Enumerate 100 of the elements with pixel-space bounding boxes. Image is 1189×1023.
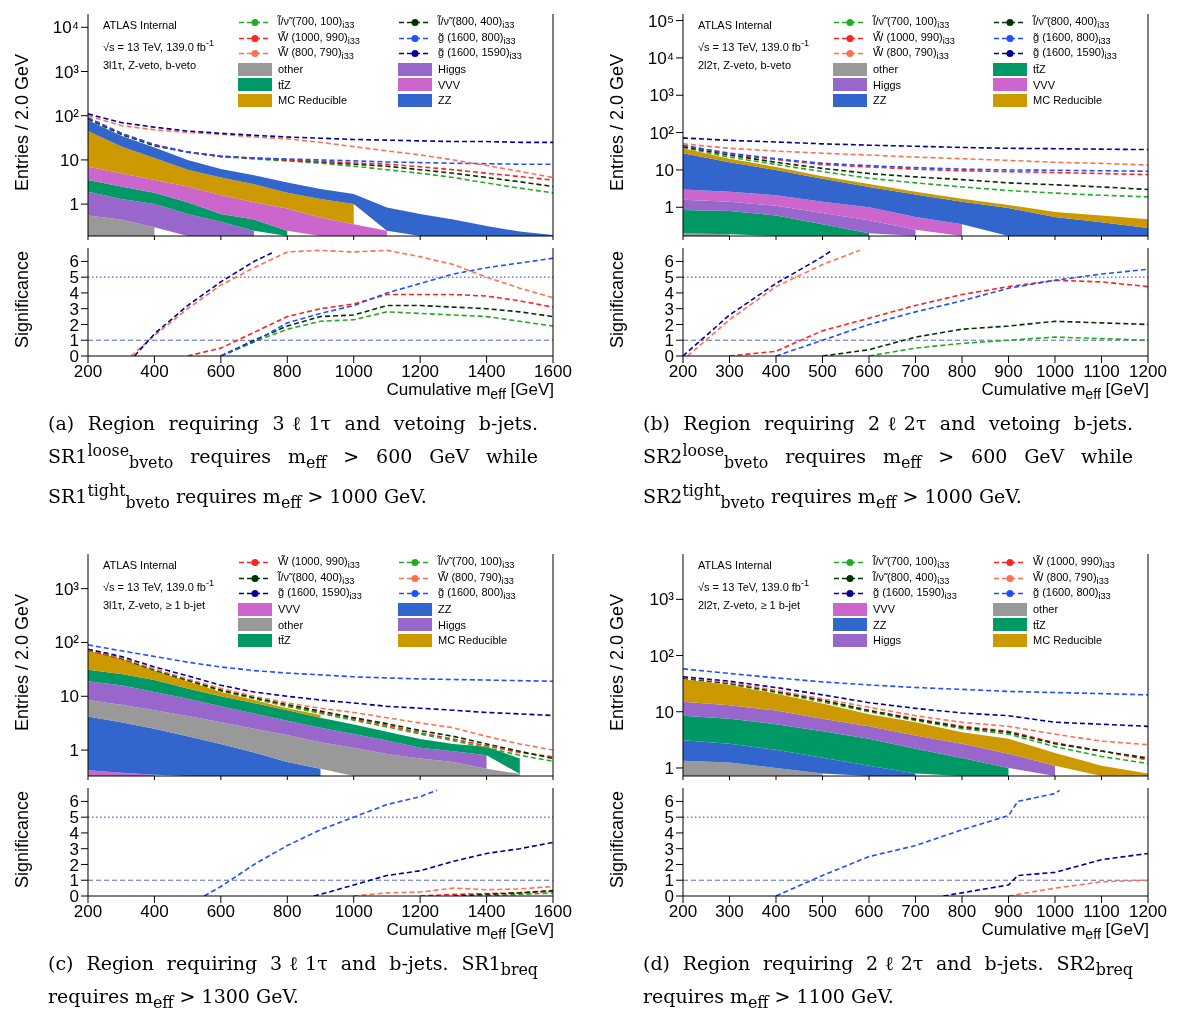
- x-tick-label: 200: [73, 902, 103, 922]
- text: (d) Region requiring 2ℓ2τ and b-jets. SR2$_{breq}$ requires m$_{eff}$ > 1100 GeV.: [643, 952, 1133, 1012]
- legend-label: MC Reducible: [438, 634, 508, 647]
- annotation: √s = 13 TeV, 139.0 fb$^{-1}$: [103, 37, 215, 55]
- x-tick-label: 200: [73, 362, 103, 382]
- legend-label: l̃/ν̃ (800, 400)$_{i33}$: [438, 15, 515, 31]
- x-tick-label: 500: [808, 902, 837, 922]
- x-tick-label: 600: [854, 362, 884, 382]
- y-tick-label: 10: [60, 150, 79, 170]
- annotation: ATLAS Internal: [698, 18, 773, 33]
- x-tick-label: 1600: [534, 362, 572, 382]
- x-tick-label: 400: [761, 362, 791, 382]
- x-tick-label: 500: [808, 362, 837, 382]
- x-axis-title: Cumulative m$_{eff}$ [GeV]: [385, 920, 554, 943]
- x-tick-label: 1400: [467, 902, 506, 922]
- legend-label: W̃ (800, 790)$_{i33}$: [278, 46, 354, 62]
- x-tick-label: 900: [994, 362, 1023, 382]
- legend-label: MC Reducible: [278, 94, 348, 107]
- legend-label: MC Reducible: [1033, 94, 1103, 107]
- y-tick-label: 10: [655, 160, 674, 180]
- line-series: [683, 675, 1148, 728]
- legend-label: MC Reducible: [1033, 634, 1103, 647]
- y-tick-label: 1: [664, 759, 674, 779]
- y-tick-label: 10: [655, 702, 674, 722]
- line-series: [220, 257, 553, 356]
- legend-label: other: [873, 63, 899, 76]
- annotation: 2l2τ, Z-veto, ≥ 1 b-jet: [698, 597, 802, 613]
- x-tick-label: 600: [854, 902, 884, 922]
- y-axis-title: Entries / 2.0 GeV: [12, 53, 34, 191]
- legend-label: W̃ (1000, 990)$_{i33}$: [278, 555, 360, 571]
- x-tick-label: 800: [947, 362, 977, 382]
- legend-label: ZZ: [438, 94, 452, 107]
- legend-label: l̃/ν̃ (700, 100)$_{i33}$: [438, 555, 515, 571]
- x-tick-label: 600: [206, 362, 236, 382]
- y-tick-label: 10³: [54, 579, 80, 599]
- legend-label: Higgs: [873, 634, 902, 647]
- line-series: [133, 251, 275, 356]
- line-series: [683, 143, 1148, 166]
- legend-label: ZZ: [873, 94, 887, 107]
- y-axis-title: Significance: [607, 250, 629, 348]
- text: (b) Region requiring 2ℓ2τ and vetoing b-jets. SR2$^{loose}$$_{bveto}$ requires m$_{eff}$ > 600 GeV while SR2$^{tight}$$_{bveto}$ requires m$_{eff}$ > 1000 GeV.: [643, 412, 1133, 512]
- legend-label: g̃ (1600, 800)$_{i33}$: [438, 30, 516, 46]
- legend-label: l̃/ν̃ (700, 100)$_{i33}$: [873, 555, 950, 571]
- x-tick-label: 1200: [401, 362, 440, 382]
- text: (c) Region requiring 3ℓ1τ and b-jets. SR1$_{breq}$ requires m$_{eff}$ > 1300 GeV.: [48, 952, 538, 1012]
- legend-label: W̃ (1000, 990)$_{i33}$: [1033, 555, 1115, 571]
- legend-label: VVV: [1033, 78, 1056, 91]
- legend-label: other: [278, 63, 304, 76]
- x-tick-label: 1100: [1083, 902, 1120, 922]
- line-series: [88, 113, 553, 144]
- x-tick-label: 1200: [401, 902, 440, 922]
- x-tick-label: 600: [206, 902, 236, 922]
- legend-label: g̃ (1600, 800)$_{i33}$: [438, 586, 516, 602]
- y-tick-label: 10²: [54, 106, 80, 126]
- legend-label: W̃ (800, 790)$_{i33}$: [438, 570, 514, 586]
- legend-label: l̃/ν̃ (700, 100)$_{i33}$: [278, 15, 355, 31]
- x-tick-label: 1000: [1036, 902, 1074, 922]
- x-tick-label: 1000: [334, 902, 373, 922]
- x-tick-label: 1400: [467, 362, 506, 382]
- y-tick-label: 10²: [649, 646, 675, 666]
- legend-label: W̃ (1000, 990)$_{i33}$: [278, 30, 360, 46]
- legend-label: g̃ (1600, 800)$_{i33}$: [1033, 30, 1111, 46]
- legend-label: l̃/ν̃ (800, 400)$_{i33}$: [1033, 15, 1110, 31]
- legend-label: g̃ (1600, 1590)$_{i33}$: [278, 586, 362, 602]
- y-tick-label: 10²: [54, 633, 80, 653]
- annotation: ATLAS Internal: [103, 18, 178, 33]
- annotation: 3l1τ, Z-veto, ≥ 1 b-jet: [103, 597, 207, 613]
- legend-label: other: [278, 618, 304, 631]
- legend-label: W̃ (800, 790)$_{i33}$: [1033, 570, 1109, 586]
- legend-label: tt̄Z: [278, 78, 291, 91]
- legend-label: l̃/ν̃ (700, 100)$_{i33}$: [873, 15, 950, 31]
- x-tick-label: 200: [668, 902, 698, 922]
- legend-label: other: [1033, 603, 1059, 616]
- legend-label: tt̄Z: [1033, 63, 1046, 76]
- annotation: 2l2τ, Z-veto, b-veto: [698, 57, 792, 73]
- y-tick-label: 10²: [649, 123, 675, 143]
- y-tick-label: 10³: [54, 62, 80, 82]
- y-tick-label: 10: [60, 687, 79, 707]
- y-axis-title: Entries / 2.0 GeV: [607, 53, 629, 191]
- x-tick-label: 400: [140, 902, 169, 922]
- y-axis-title: Entries / 2.0 GeV: [12, 593, 34, 731]
- y-axis-title: Significance: [12, 790, 34, 888]
- y-tick-label: 10³: [649, 590, 675, 610]
- x-axis-title: Cumulative m$_{eff}$ [GeV]: [980, 380, 1149, 403]
- line-series: [203, 789, 438, 896]
- legend-label: Higgs: [438, 63, 467, 76]
- x-tick-label: 900: [994, 902, 1023, 922]
- x-tick-label: 1200: [1129, 362, 1167, 382]
- y-tick-label: 10⁴: [647, 48, 674, 68]
- legend-label: VVV: [873, 603, 896, 616]
- legend-label: tt̄Z: [278, 634, 291, 647]
- legend-label: g̃ (1600, 1590)$_{i33}$: [438, 46, 522, 62]
- legend-label: W̃ (1000, 990)$_{i33}$: [873, 30, 955, 46]
- legend-label: g̃ (1600, 1590)$_{i33}$: [1033, 46, 1117, 62]
- line-series: [683, 676, 1148, 746]
- x-tick-label: 1600: [534, 902, 572, 922]
- line-series: [775, 789, 1061, 896]
- x-tick-label: 1100: [1083, 362, 1120, 382]
- y-tick-label: 1: [664, 198, 674, 218]
- y-axis-title: Significance: [607, 790, 629, 888]
